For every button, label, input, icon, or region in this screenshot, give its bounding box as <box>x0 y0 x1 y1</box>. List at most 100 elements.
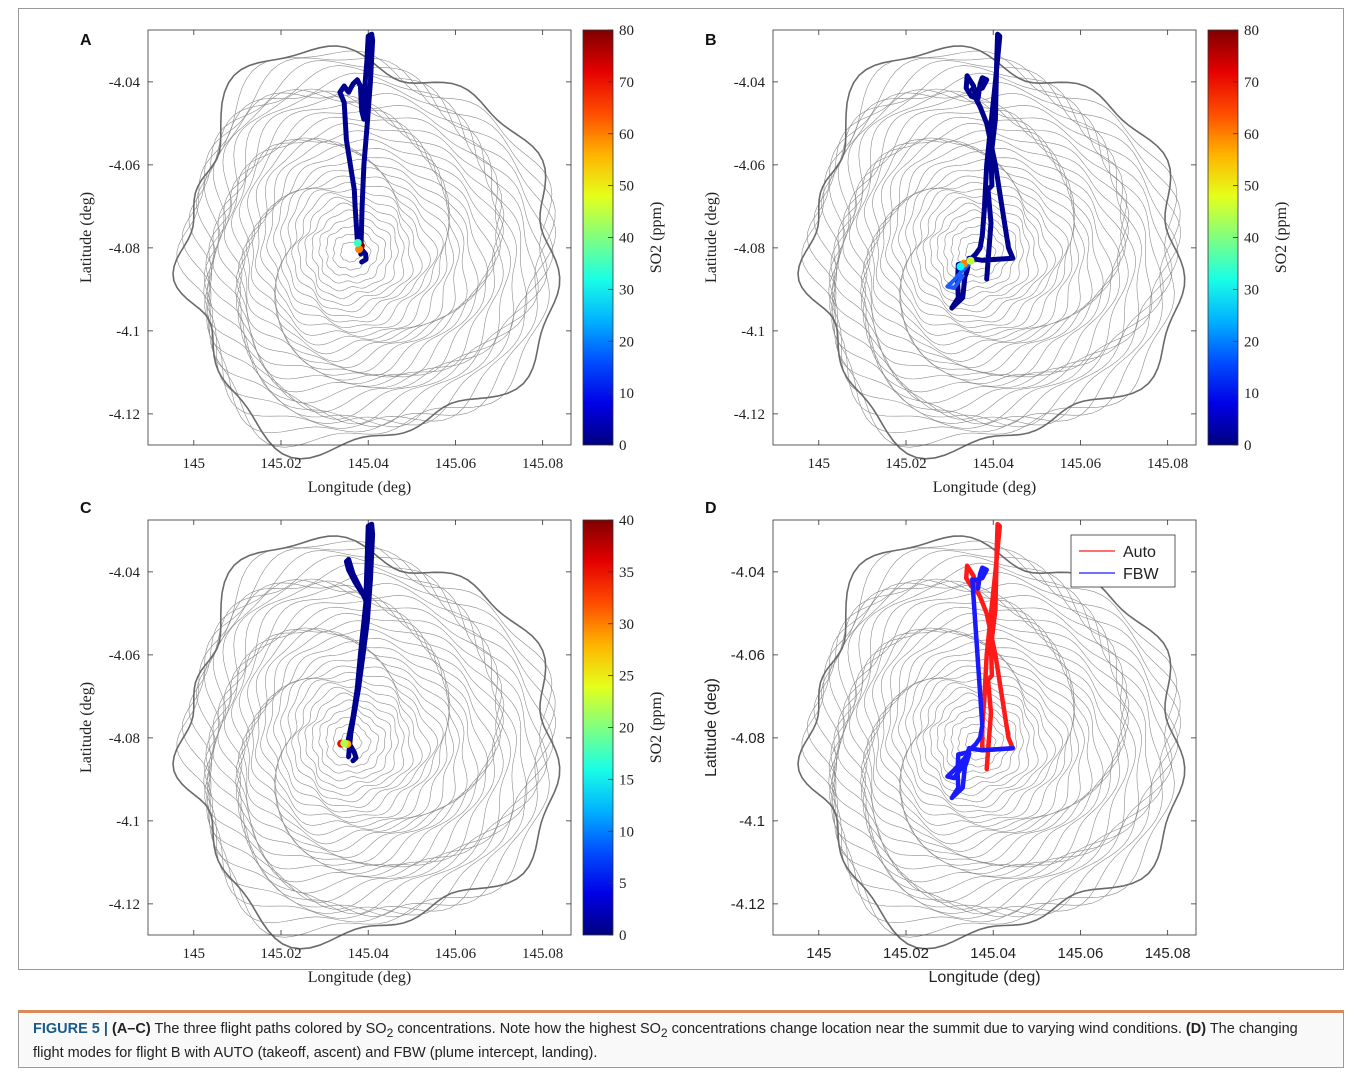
contour-line <box>848 599 1129 875</box>
contour-line <box>205 82 539 427</box>
x-tick-label: 145.06 <box>1060 456 1102 472</box>
flight-track <box>949 31 1016 311</box>
colorbar-tick-label: 35 <box>619 565 634 581</box>
flight-track <box>343 521 376 764</box>
contour-line <box>236 122 496 378</box>
y-tick-label: -4.1 <box>741 324 765 340</box>
x-tick-label: 145.04 <box>970 945 1016 962</box>
panel-letter: D <box>705 500 717 517</box>
contour-line <box>848 109 1129 385</box>
contour-line <box>203 72 548 428</box>
contour-line <box>208 580 511 903</box>
contour-line <box>291 682 414 803</box>
contour-line <box>906 181 1056 323</box>
caption-text-3: concentrations change location near the … <box>667 1021 1186 1037</box>
contour-line <box>866 137 1104 373</box>
contour-map <box>797 45 1186 460</box>
contour-line <box>260 151 450 346</box>
contour-line <box>273 657 444 823</box>
contour-line <box>842 101 1130 393</box>
caption-figure-label: FIGURE 5 | <box>33 1021 108 1037</box>
contour-line <box>217 591 505 883</box>
contour-line <box>206 578 517 910</box>
x-axis-label: Longitude (deg) <box>928 969 1040 986</box>
y-tick-label: -4.08 <box>734 241 765 257</box>
x-tick-label: 145.04 <box>348 456 390 472</box>
caption-text-2: concentrations. Note how the highest SO <box>393 1021 661 1037</box>
contour-line <box>212 585 504 894</box>
contour-line <box>208 90 511 413</box>
contour-line <box>223 599 504 875</box>
contour-line <box>311 699 392 782</box>
contour-line <box>929 202 1024 299</box>
contour-line <box>181 57 556 434</box>
y-tick-label: -4.12 <box>731 896 765 913</box>
contour-line <box>936 699 1017 782</box>
caption-sub-2: 2 <box>660 1025 668 1040</box>
contour-line <box>885 151 1075 346</box>
y-tick-label: -4.1 <box>116 324 140 340</box>
axes-box <box>147 519 572 936</box>
contour-line <box>254 635 454 845</box>
axes-box <box>772 519 1197 936</box>
contour-line <box>813 550 1181 919</box>
contour-line <box>842 591 1130 883</box>
x-axis-label: Longitude (deg) <box>308 969 412 986</box>
x-tick-label: 145.08 <box>1147 456 1188 472</box>
colorbar-tick-label: 0 <box>619 928 627 944</box>
so2-hotspot-point <box>353 238 362 247</box>
colorbar-label: SO2 (ppm) <box>1273 202 1290 274</box>
y-tick-label: -4.12 <box>109 407 140 423</box>
colorbar-label: SO2 (ppm) <box>648 692 665 764</box>
contour-line <box>828 562 1173 918</box>
contour-line <box>871 628 1093 858</box>
colorbar-tick-label: 80 <box>1244 23 1259 39</box>
panel-letter: A <box>80 32 92 49</box>
contour-line <box>863 620 1113 866</box>
contour-line <box>246 628 468 858</box>
contour-line <box>266 648 448 827</box>
axes-box <box>147 29 572 446</box>
panel-letter: C <box>80 500 92 517</box>
contour-line <box>936 209 1017 292</box>
contour-line <box>831 88 1142 420</box>
colorbar-tick-label: 50 <box>1244 179 1259 195</box>
contour-line <box>212 95 504 404</box>
contour-line <box>879 635 1079 845</box>
colorbar-tick-label: 10 <box>619 386 634 402</box>
contour-line <box>281 671 431 813</box>
contour-line <box>875 140 1085 362</box>
contour-line <box>831 578 1142 910</box>
y-axis-label: Latitude (deg) <box>78 192 95 283</box>
contour-line <box>885 641 1075 836</box>
y-tick-label: -4.06 <box>734 158 766 174</box>
y-axis-label: Latitude (deg) <box>703 678 720 777</box>
contour-line <box>797 45 1186 460</box>
y-tick-label: -4.1 <box>739 813 765 830</box>
contour-line <box>250 630 460 852</box>
contour-line <box>196 555 554 916</box>
colorbar-tick-label: 30 <box>619 617 634 633</box>
y-tick-label: -4.04 <box>109 75 141 91</box>
contour-line <box>260 641 450 836</box>
figure-caption: FIGURE 5 | (A–C) The three flight paths … <box>18 1010 1344 1068</box>
so2-hotspot-point <box>355 245 364 254</box>
contour-line <box>801 50 1178 448</box>
colorbar-tick-label: 40 <box>619 231 634 247</box>
contour-line <box>863 130 1113 376</box>
contour-line <box>957 723 997 761</box>
contour-line <box>830 572 1164 917</box>
x-tick-label: 145.06 <box>435 946 477 962</box>
contour-line <box>828 72 1173 428</box>
contour-line <box>318 217 386 284</box>
x-tick-label: 145 <box>806 945 831 962</box>
contour-line <box>332 723 372 761</box>
contour-line <box>217 101 505 393</box>
contour-line <box>806 57 1181 434</box>
y-tick-label: -4.08 <box>109 731 140 747</box>
contour-line <box>806 547 1181 924</box>
contour-line <box>176 50 553 448</box>
colorbar-label: SO2 (ppm) <box>648 202 665 274</box>
contour-line <box>906 671 1056 813</box>
y-tick-label: -4.06 <box>109 158 141 174</box>
